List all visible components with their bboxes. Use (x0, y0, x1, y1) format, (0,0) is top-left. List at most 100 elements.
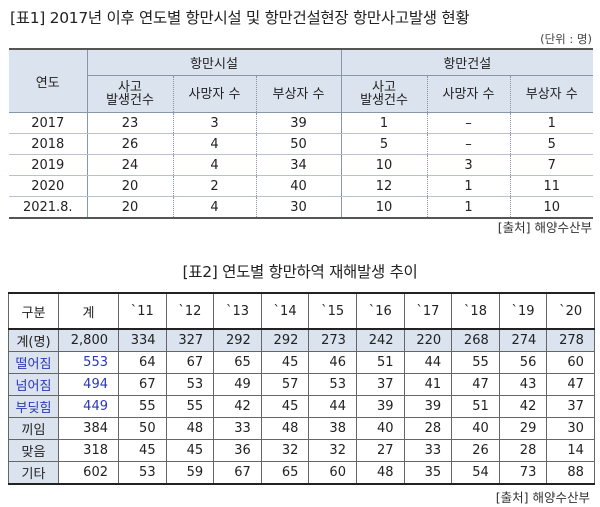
row-total: 384 (58, 417, 119, 440)
harbor-accident-table: 연도 항만시설 항만건설 사고 발생건수 사망자 수 부상자 수 사고 발생건수 사… (9, 48, 594, 219)
year-value-cell: 53 (308, 373, 357, 396)
row-total: 553 (58, 351, 119, 374)
year-value-cell: 42 (498, 395, 548, 418)
facility-injuries-cell: 50 (255, 133, 342, 155)
year-value-cell: 45 (165, 439, 215, 462)
year-value-cell: 268 (451, 328, 500, 352)
year-value-cell: 29 (498, 417, 548, 440)
facility-injuries-cell: 40 (255, 175, 342, 197)
table2-source: [출처] 해양수산부 (495, 490, 590, 505)
year-cell: 2021.8. (9, 196, 88, 219)
year-value-cell: 273 (308, 328, 357, 352)
year-value-cell: 327 (165, 328, 215, 352)
facility-accidents-cell: 23 (87, 112, 173, 134)
year-value-cell: 55 (165, 395, 215, 418)
year-value-cell: 55 (118, 395, 167, 418)
year-value-cell: 67 (118, 373, 167, 396)
table-row: 떨어짐 553 64 67 65 45 46 51 44 55 56 60 (8, 351, 595, 374)
year-value-cell: 39 (355, 395, 405, 418)
year-value-cell: 48 (165, 417, 215, 440)
year-value-cell: 64 (118, 351, 167, 374)
header-injuries-a: 부상자 수 (255, 75, 342, 113)
facility-deaths-cell: 2 (172, 175, 256, 197)
year-value-cell: 42 (213, 395, 262, 418)
table-row: 2021.8. 20 4 30 10 1 10 (9, 196, 594, 219)
construction-deaths-cell: 1 (426, 196, 510, 219)
total-row: 계(명) 2,800 334 327 292 292 273 242 220 268 274 278 (8, 328, 595, 352)
column-header: `17 (403, 292, 453, 330)
year-value-cell: 35 (403, 461, 453, 485)
year-value-cell: 51 (451, 395, 500, 418)
year-value-cell: 292 (213, 328, 262, 352)
table-row: 넘어짐 494 67 53 49 57 53 37 41 47 43 47 (8, 373, 595, 396)
year-value-cell: 45 (260, 395, 310, 418)
header-injuries-b: 부상자 수 (509, 75, 594, 113)
facility-accidents-cell: 20 (87, 175, 173, 197)
year-value-cell: 53 (165, 373, 215, 396)
facility-deaths-cell: 4 (172, 154, 256, 176)
accidents-label: 사고 발생건수 (360, 80, 408, 108)
construction-injuries-cell: 11 (509, 175, 594, 197)
year-value-cell: 54 (451, 461, 500, 485)
header-deaths-a: 사망자 수 (172, 75, 256, 113)
year-value-cell: 45 (118, 439, 167, 462)
year-value-cell: 55 (451, 351, 500, 374)
row-label: 떨어짐 (8, 351, 59, 374)
column-header: `16 (355, 292, 405, 330)
construction-deaths-cell: – (426, 112, 510, 134)
year-value-cell: 51 (355, 351, 405, 374)
year-value-cell: 56 (498, 351, 548, 374)
year-value-cell: 38 (308, 417, 357, 440)
year-value-cell: 292 (260, 328, 310, 352)
construction-injuries-cell: 10 (509, 196, 594, 219)
construction-injuries-cell: 1 (509, 112, 594, 134)
row-total: 602 (58, 461, 119, 485)
column-header: `18 (451, 292, 500, 330)
construction-injuries-cell: 5 (509, 133, 594, 155)
year-value-cell: 65 (260, 461, 310, 485)
table1-title: [표1] 2017년 이후 연도별 항만시설 및 항만건설현장 항만사고발생 현… (10, 9, 470, 27)
table-row: 끼임 384 50 48 33 48 38 40 28 40 29 30 (8, 417, 595, 440)
year-cell: 2017 (9, 112, 88, 134)
year-value-cell: 73 (498, 461, 548, 485)
year-value-cell: 26 (451, 439, 500, 462)
header-accidents-a: 사고 발생건수 (87, 75, 173, 113)
construction-accidents-cell: 5 (341, 133, 427, 155)
year-value-cell: 60 (546, 351, 595, 374)
header-group-facility: 항만시설 (87, 48, 342, 76)
year-value-cell: 67 (213, 461, 262, 485)
column-header: `14 (260, 292, 310, 330)
year-value-cell: 28 (498, 439, 548, 462)
cargo-handling-accident-table: 구분 계 `11 `12 `13 `14 `15 `16 `17 `18 `19 `20 계(명) 2,… (8, 292, 595, 485)
table-row: 부딪힘 449 55 55 42 45 44 39 39 51 42 37 (8, 395, 595, 418)
column-header: `20 (546, 292, 595, 330)
year-value-cell: 53 (118, 461, 167, 485)
year-value-cell: 33 (403, 439, 453, 462)
column-header: 구분 (8, 292, 59, 330)
year-value-cell: 47 (451, 373, 500, 396)
construction-deaths-cell: – (426, 133, 510, 155)
year-value-cell: 37 (546, 395, 595, 418)
year-cell: 2019 (9, 154, 88, 176)
facility-injuries-cell: 30 (255, 196, 342, 219)
table-row: 기타 602 53 59 67 65 60 48 35 54 73 88 (8, 461, 595, 485)
row-total: 449 (58, 395, 119, 418)
row-label: 끼임 (8, 417, 59, 440)
construction-accidents-cell: 12 (341, 175, 427, 197)
year-value-cell: 88 (546, 461, 595, 485)
year-value-cell: 40 (355, 417, 405, 440)
column-header: 계 (58, 292, 119, 330)
year-value-cell: 44 (308, 395, 357, 418)
header-accidents-b: 사고 발생건수 (341, 75, 427, 113)
year-value-cell: 67 (165, 351, 215, 374)
construction-accidents-cell: 10 (341, 196, 427, 219)
accidents-label: 사고 발생건수 (106, 80, 154, 108)
year-value-cell: 57 (260, 373, 310, 396)
header-year: 연도 (9, 48, 88, 113)
year-value-cell: 48 (260, 417, 310, 440)
facility-deaths-cell: 4 (172, 196, 256, 219)
year-value-cell: 14 (546, 439, 595, 462)
table-row: 맞음 318 45 45 36 32 32 27 33 26 28 14 (8, 439, 595, 462)
year-value-cell: 274 (498, 328, 548, 352)
table-row: 2019 24 4 34 10 3 7 (9, 154, 594, 176)
